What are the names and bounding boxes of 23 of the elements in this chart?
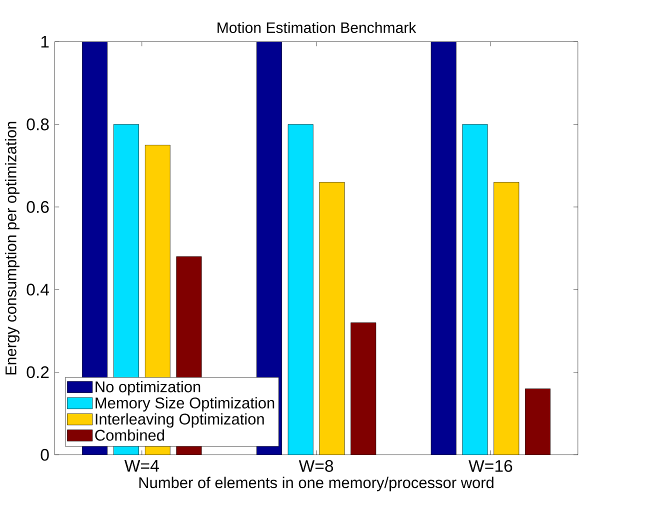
bar (462, 124, 488, 455)
legend-label: No optimization (96, 381, 200, 396)
bar (525, 388, 551, 455)
y-tick-label: 1 (41, 36, 49, 48)
y-tick-label: 0.8 (26, 118, 49, 130)
y-tick-label: 0.6 (26, 201, 49, 214)
y-tick-label: 0.4 (26, 284, 49, 296)
x-tick-label: W=16 (468, 460, 512, 472)
chart-title: Motion Estimation Benchmark (218, 22, 416, 34)
x-tick-label: W=4 (124, 460, 159, 472)
legend-label: Memory Size Optimization (96, 397, 274, 412)
legend-label: Combined (95, 430, 164, 441)
bar (494, 182, 520, 455)
y-axis-title: Energy consumption per optimization (5, 122, 20, 375)
y-tick-label: 0.2 (26, 366, 49, 378)
y-tick-label: 0 (40, 449, 49, 461)
bar (319, 182, 345, 455)
x-axis-title: Number of elements in one memory/processor word (139, 476, 494, 492)
x-tick-label: W=8 (298, 460, 334, 472)
bar (430, 42, 456, 455)
bar (350, 322, 376, 455)
bar (288, 124, 314, 455)
legend-label: Interleaving Optimization (96, 413, 264, 428)
